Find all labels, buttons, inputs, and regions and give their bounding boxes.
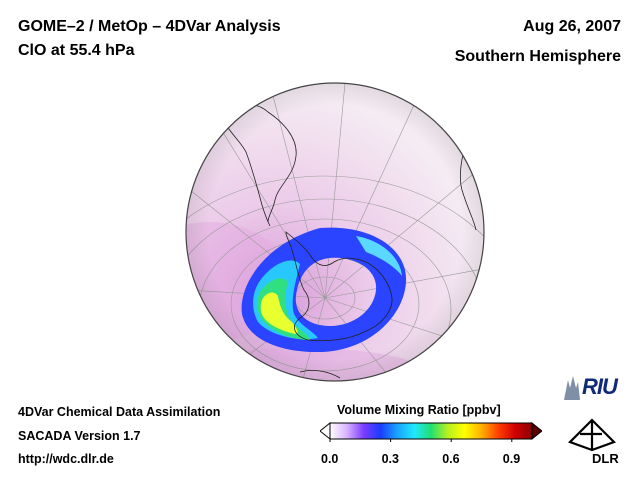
colorbar-tick-label: 0.9 [502, 452, 521, 466]
colorbar-ramp [329, 422, 533, 440]
riu-logo-icon [564, 376, 580, 400]
footer-version: SACADA Version 1.7 [18, 429, 141, 443]
figure-title: GOME–2 / MetOp – 4DVar Analysis [18, 18, 281, 35]
hemisphere-label: Southern Hemisphere [454, 48, 621, 65]
dlr-logo-text: DLR [592, 451, 619, 466]
date-label: Aug 26, 2007 [523, 18, 621, 35]
footer-url[interactable]: http://wdc.dlr.de [18, 452, 114, 466]
species-label: ClO at 55.4 hPa [18, 42, 135, 59]
riu-logo-text: RIU [582, 374, 618, 399]
colorbar-tick-label: 0.3 [381, 452, 399, 466]
colorbar-min-arrow [320, 421, 331, 441]
colorbar-tick-label: 0.6 [442, 452, 460, 466]
colorbar-title: Volume Mixing Ratio [ppbv] [337, 403, 501, 417]
footer-assimilation: 4DVar Chemical Data Assimilation [18, 405, 221, 419]
globe-outline [185, 82, 485, 382]
globe-map [185, 82, 485, 382]
colorbar-tick-label: 0.0 [321, 452, 339, 466]
colorbar-max-arrow [531, 421, 542, 441]
dlr-logo-icon [568, 418, 616, 452]
colorbar [320, 421, 542, 442]
